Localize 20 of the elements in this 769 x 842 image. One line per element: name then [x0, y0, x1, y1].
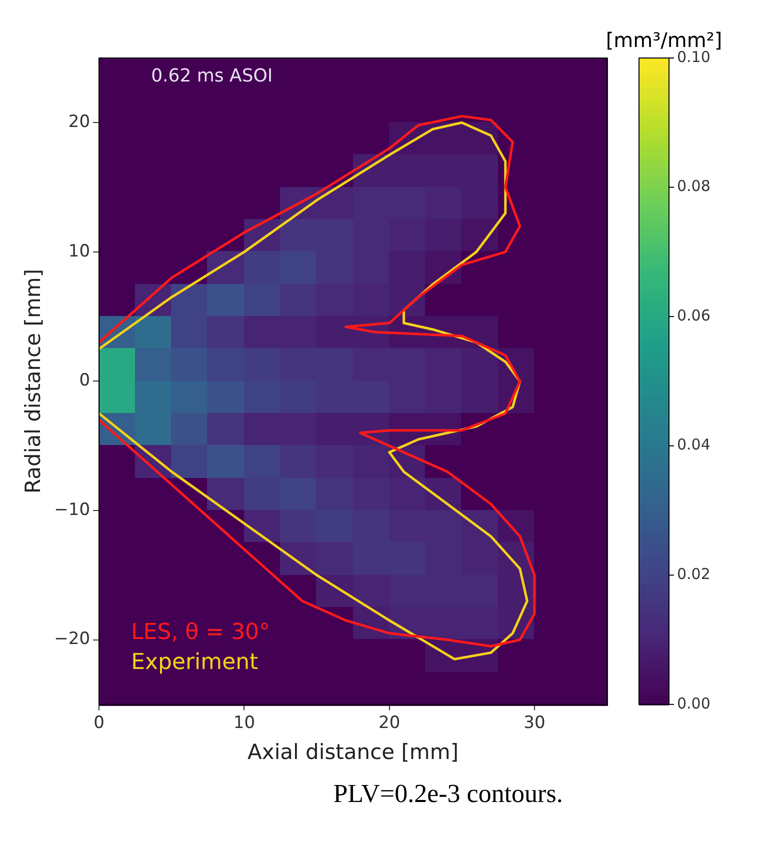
color-bar-label: 0.00	[677, 694, 710, 712]
x-tick-label: 10	[233, 713, 256, 734]
annotation: 0.62 ms ASOI	[151, 66, 273, 87]
y-tick-label: 0	[79, 370, 90, 391]
series-label: LES, θ = 30°	[131, 620, 270, 646]
color-bar-label: 0.08	[677, 177, 710, 196]
x-tick-label: 0	[94, 713, 104, 734]
y-tick-label: −20	[54, 629, 90, 650]
y-axis-title: Radial distance [mm]	[21, 268, 46, 494]
x-tick-label: 20	[378, 713, 400, 734]
x-tick-label: 30	[524, 713, 546, 734]
y-tick-label: 20	[68, 112, 90, 132]
text: PLV=0.2e-3 contours.	[333, 779, 563, 808]
x-axis-title: Axial distance [mm]	[248, 740, 459, 764]
color-bar-label: 0.02	[677, 565, 710, 584]
color-bar-label: 0.06	[677, 306, 710, 324]
y-tick-label: 10	[68, 241, 90, 262]
text: Experiment	[131, 650, 259, 676]
y-tick-label: −10	[54, 500, 90, 520]
color-bar-label: 0.04	[677, 436, 710, 454]
